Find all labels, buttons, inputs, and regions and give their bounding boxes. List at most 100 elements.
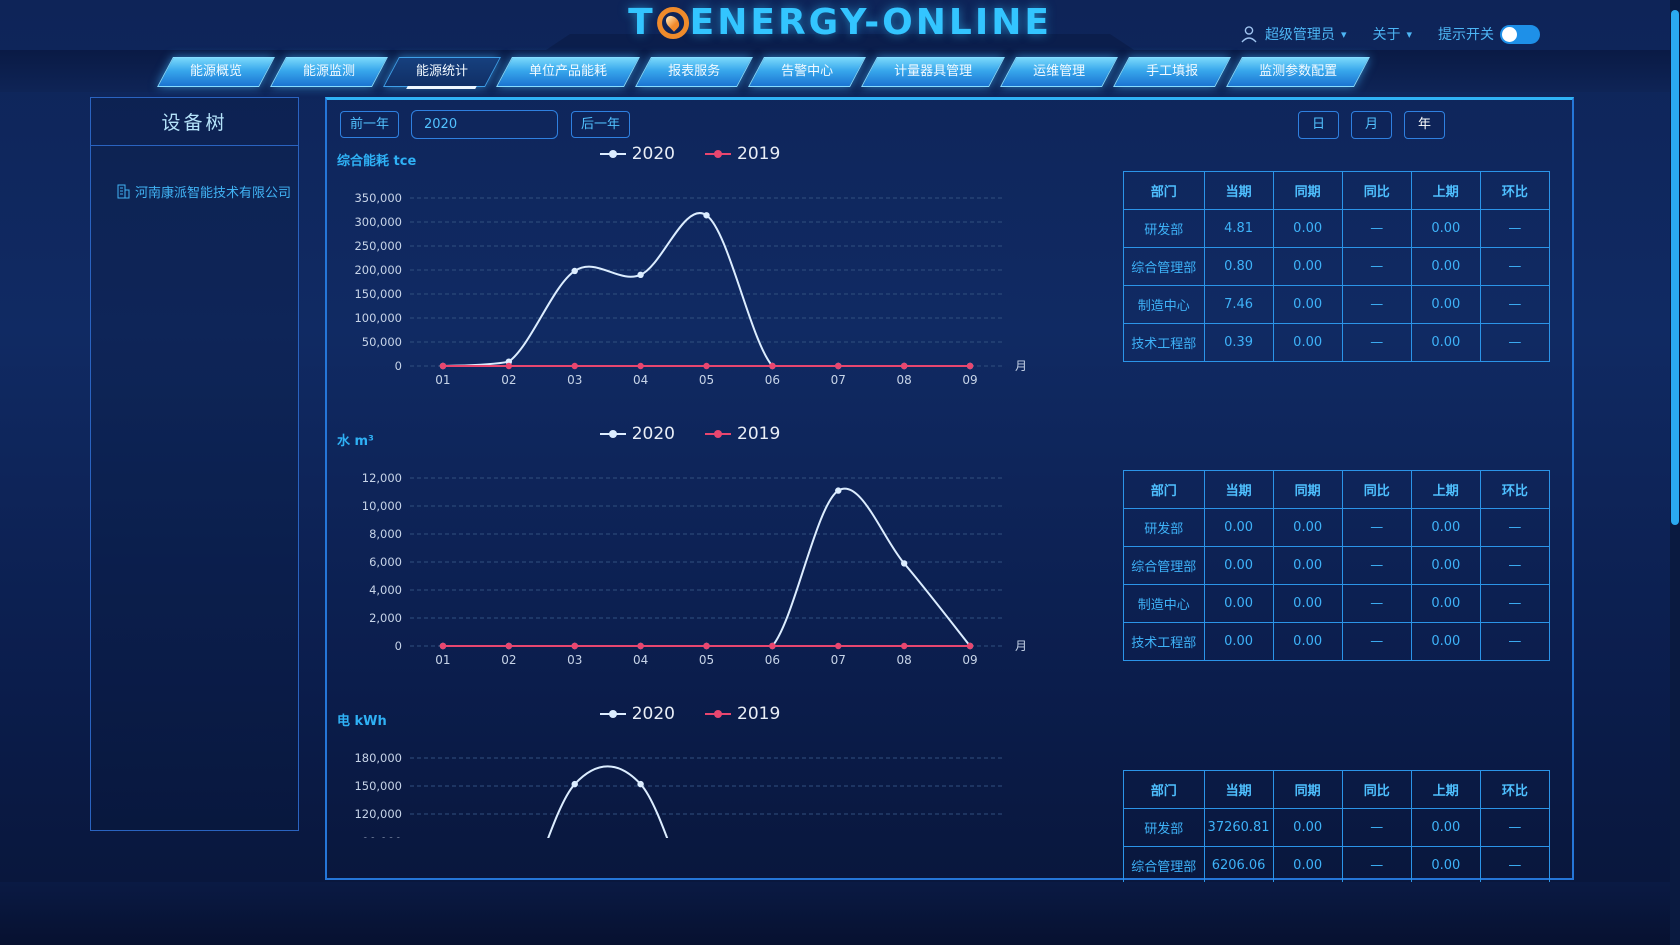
nav-tab-0[interactable]: 能源概览	[165, 57, 267, 87]
tip-toggle-switch[interactable]	[1500, 24, 1540, 44]
nav-tab-6[interactable]: 计量器具管理	[869, 57, 997, 87]
year-input[interactable]	[411, 110, 558, 139]
table-cell: 综合管理部	[1123, 546, 1205, 585]
svg-text:05: 05	[699, 373, 714, 387]
svg-text:月: 月	[1015, 639, 1027, 653]
tip-switch-label: 提示开关	[1438, 27, 1494, 43]
nav-tab-5[interactable]: 告警中心	[756, 57, 858, 87]
period-year-button[interactable]: 年	[1404, 111, 1445, 139]
legend-marker-icon	[599, 430, 626, 438]
table-header-cell: 上期	[1410, 171, 1481, 210]
svg-text:07: 07	[831, 653, 846, 667]
about-label: 关于	[1372, 27, 1401, 43]
nav-tab-label: 监测参数配置	[1259, 64, 1338, 79]
period-day-button[interactable]: 日	[1298, 111, 1339, 139]
chart-water: 0 2,000 4,000 6,000 8,000 10,000 12,000 01 02 03 0…	[335, 466, 1055, 684]
logo-text-pre: T	[628, 2, 656, 43]
svg-text:8,000: 8,000	[369, 527, 402, 541]
legend-label: 2019	[737, 144, 781, 164]
table-header-cell: 上期	[1410, 770, 1481, 809]
svg-text:06: 06	[765, 653, 780, 667]
nav-tab-label: 计量器具管理	[894, 64, 973, 79]
nav-tab-label: 运维管理	[1033, 64, 1086, 79]
app-logo: T ENERGY-ONLINE	[628, 2, 1052, 43]
legend-item-2019[interactable]: 2019	[705, 704, 780, 724]
table-row: 制造中心 7.46 0.00—0.00—	[1123, 285, 1551, 324]
table-cell: 0.00	[1410, 323, 1481, 362]
table-header-row: 部门 当期 同期 同比 上期 环比	[1123, 770, 1551, 809]
tip-switch-group: 提示开关	[1438, 24, 1540, 44]
table-cell: 0.00	[1203, 622, 1274, 661]
legend-item-2020[interactable]: 2020	[599, 424, 675, 444]
tree-item-company[interactable]: 河南康派智能技术有限公司	[117, 182, 298, 201]
table-cell: 0.00	[1272, 546, 1343, 585]
legend-marker-icon	[705, 430, 731, 438]
user-menu[interactable]: 超级管理员 ▾	[1239, 24, 1346, 44]
table-header-row: 部门 当期 同期 同比 上期 环比	[1123, 470, 1551, 509]
table-water: 部门 当期 同期 同比 上期 环比 研发部 0.00 0.00—0.00— 综合管理部 0.00 0.…	[1123, 470, 1551, 661]
nav-tab-2[interactable]: 能源统计	[391, 57, 493, 87]
legend-label: 2020	[631, 144, 675, 164]
svg-text:08: 08	[897, 653, 912, 667]
table-cell: 技术工程部	[1123, 622, 1205, 661]
next-year-button[interactable]: 后一年	[571, 111, 630, 138]
table-cell: —	[1341, 622, 1412, 661]
nav-tab-label: 告警中心	[781, 64, 834, 79]
nav-tab-4[interactable]: 报表服务	[643, 57, 745, 87]
table-cell: 综合管理部	[1123, 247, 1205, 286]
nav-tab-8[interactable]: 手工填报	[1121, 57, 1223, 87]
legend-item-2020[interactable]: 2020	[599, 704, 675, 724]
table-cell: 0.00	[1272, 323, 1343, 362]
about-menu[interactable]: 关于 ▾	[1372, 24, 1412, 44]
nav-tab-label: 能源监测	[303, 64, 356, 79]
nav-tab-1[interactable]: 能源监测	[278, 57, 380, 87]
scrollbar-track	[1670, 0, 1680, 945]
table-cell: 0.00	[1410, 846, 1481, 885]
svg-text:04: 04	[633, 373, 648, 387]
table-cell: —	[1341, 546, 1412, 585]
legend-marker-icon	[705, 150, 731, 158]
scrollbar-thumb[interactable]	[1671, 10, 1679, 525]
table-cell: 0.39	[1203, 323, 1274, 362]
table-header-cell: 环比	[1479, 171, 1551, 210]
legend-item-2020[interactable]: 2020	[599, 144, 675, 164]
prev-year-button[interactable]: 前一年	[340, 111, 399, 138]
table-header-cell: 部门	[1123, 171, 1205, 210]
user-icon	[1241, 26, 1257, 43]
footer-strip	[0, 882, 1680, 945]
svg-text:200,000: 200,000	[354, 263, 402, 277]
building-icon	[117, 184, 130, 199]
table-cell: 0.00	[1410, 508, 1481, 547]
table-header-cell: 同期	[1272, 470, 1343, 509]
table-cell: 0.00	[1203, 546, 1274, 585]
table-cell: —	[1479, 323, 1551, 362]
table-row: 综合管理部 0.00 0.00—0.00—	[1123, 546, 1551, 585]
table-cell: 0.00	[1410, 209, 1481, 248]
legend-item-2019[interactable]: 2019	[705, 144, 780, 164]
legend-label: 2019	[737, 424, 781, 444]
table-cell: —	[1479, 846, 1551, 885]
svg-text:02: 02	[501, 653, 516, 667]
legend-marker-icon	[599, 710, 626, 718]
legend-item-2019[interactable]: 2019	[705, 424, 780, 444]
svg-text:90,000: 90,000	[362, 835, 402, 838]
statistics-panel: 前一年 后一年 日 月 年 综合能耗 tce 2020 2019 0 50,000 1…	[325, 97, 1574, 885]
table-cell: 0.00	[1410, 247, 1481, 286]
nav-tab-9[interactable]: 监测参数配置	[1234, 57, 1362, 87]
table-header-cell: 部门	[1123, 470, 1205, 509]
nav-tab-7[interactable]: 运维管理	[1008, 57, 1110, 87]
period-month-button[interactable]: 月	[1351, 111, 1392, 139]
svg-text:6,000: 6,000	[369, 555, 402, 569]
table-cell: 研发部	[1123, 209, 1205, 248]
table-cell: —	[1341, 323, 1412, 362]
legend-marker-icon	[705, 710, 731, 718]
nav-tab-3[interactable]: 单位产品能耗	[504, 57, 632, 87]
svg-text:50,000: 50,000	[362, 335, 402, 349]
toggle-knob	[1502, 26, 1517, 42]
table-cell: 制造中心	[1123, 584, 1205, 623]
svg-text:12,000: 12,000	[362, 471, 402, 485]
table-cell: 0.00	[1272, 622, 1343, 661]
nav-tab-label: 单位产品能耗	[529, 64, 608, 79]
flame-icon	[656, 6, 689, 39]
table-row: 综合管理部 0.80 0.00—0.00—	[1123, 247, 1551, 286]
